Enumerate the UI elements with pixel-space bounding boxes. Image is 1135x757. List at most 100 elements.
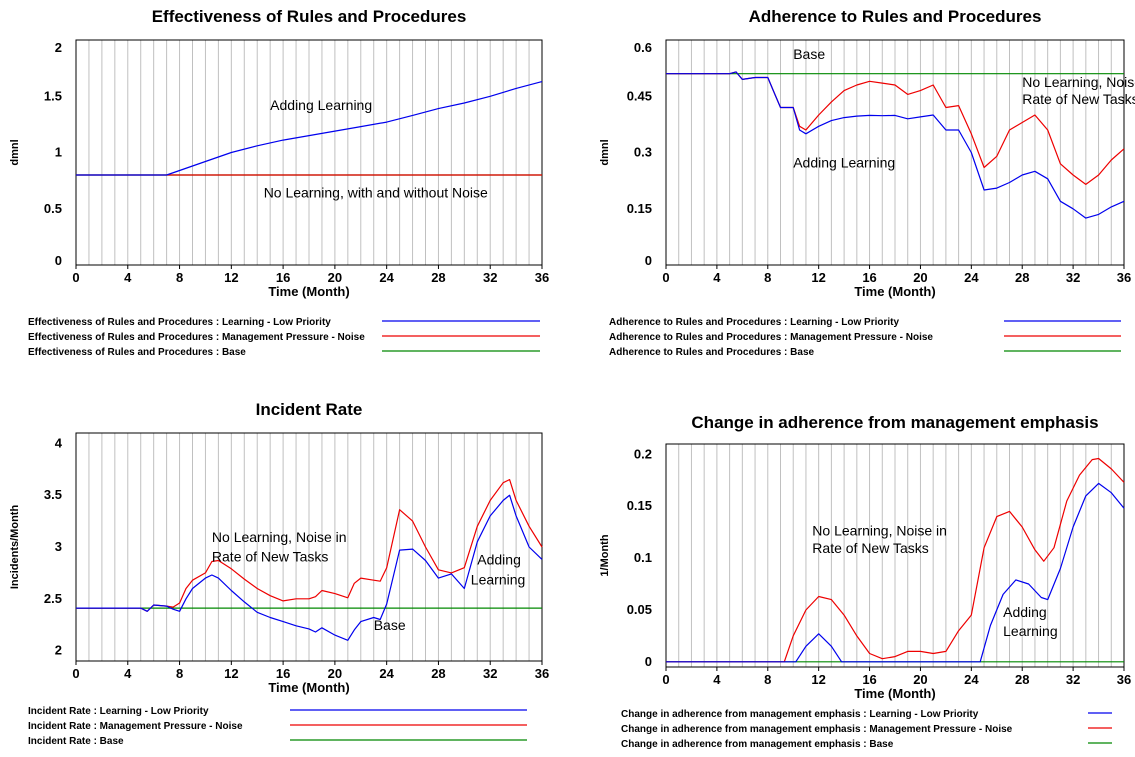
- x-tick-label: 8: [764, 270, 771, 285]
- annotation-label: Adding: [1003, 604, 1047, 620]
- x-tick-label: 24: [379, 270, 394, 285]
- x-tick-label: 28: [1015, 672, 1029, 687]
- y-tick-label: 2.5: [44, 591, 62, 606]
- y-axis-label: Incidents/Month: [9, 505, 21, 590]
- annotation-label: Learning: [1003, 623, 1058, 639]
- annotation-label: Adding Learning: [793, 155, 895, 171]
- series-line-pressure: [76, 479, 543, 612]
- y-tick-label: 0.3: [634, 145, 652, 160]
- x-tick-label: 8: [176, 270, 183, 285]
- y-tick-label: 0: [645, 654, 652, 669]
- series-line-learning: [76, 494, 543, 641]
- annotation-label: Rate of New Tasks: [1022, 91, 1135, 107]
- x-tick-label: 20: [913, 270, 927, 285]
- x-tick-label: 0: [662, 270, 669, 285]
- x-tick-label: 36: [535, 270, 549, 285]
- series-line-learning: [666, 482, 1125, 663]
- x-tick-label: 32: [1066, 270, 1080, 285]
- legend-entry-learning: Incident Rate : Learning - Low Priority: [28, 706, 209, 717]
- plot-frame: [665, 443, 1125, 668]
- y-tick-label: 1.5: [44, 88, 62, 103]
- y-axis-label: dmnl: [9, 139, 21, 165]
- x-tick-label: 16: [862, 270, 876, 285]
- annotation-label: Rate of New Tasks: [212, 549, 328, 565]
- x-tick-label: 32: [483, 270, 497, 285]
- annotation-label: Base: [793, 46, 825, 62]
- x-tick-label: 8: [176, 666, 183, 681]
- y-tick-label: 0.1: [634, 550, 652, 565]
- x-tick-label: 12: [224, 270, 238, 285]
- chart-title: Effectiveness of Rules and Procedures: [152, 7, 467, 26]
- x-tick-label: 16: [276, 270, 290, 285]
- x-tick-label: 4: [713, 270, 721, 285]
- x-tick-label: 20: [328, 270, 342, 285]
- legend-entry-base: Incident Rate : Base: [28, 736, 124, 747]
- legend-entry-pressure: Change in adherence from management emph…: [621, 724, 1013, 735]
- legend-entry-learning: Change in adherence from management emph…: [621, 709, 979, 720]
- x-axis-label: Time (Month): [854, 284, 935, 299]
- chart-title: Change in adherence from management emph…: [691, 413, 1098, 432]
- annotation-label: No Learning, Noise in: [212, 529, 347, 545]
- x-tick-label: 28: [431, 666, 445, 681]
- y-tick-label: 0.2: [634, 446, 652, 461]
- legend-entry-learning: Effectiveness of Rules and Procedures : …: [28, 317, 331, 328]
- y-tick-label: 0.5: [44, 201, 62, 216]
- chart-panel-1: Effectiveness of Rules and Procedures 0 4 8…: [9, 7, 549, 358]
- y-tick-label: 1: [55, 145, 62, 160]
- y-tick-label: 2: [55, 643, 62, 658]
- y-tick-label: 0.15: [627, 201, 652, 216]
- annotation-label: Rate of New Tasks: [812, 540, 928, 556]
- legend-entry-pressure: Incident Rate : Management Pressure - No…: [28, 721, 243, 732]
- legend-entry-base: Change in adherence from management emph…: [621, 739, 894, 750]
- annotation-label: No Learning, with and without Noise: [264, 185, 488, 201]
- x-tick-label: 12: [224, 666, 238, 681]
- plot-frame: [75, 39, 543, 266]
- chart-panel-4: Change in adherence from management emph…: [599, 413, 1131, 750]
- x-tick-label: 0: [662, 672, 669, 687]
- x-tick-label: 12: [811, 270, 825, 285]
- x-tick-label: 24: [379, 666, 394, 681]
- x-tick-label: 28: [431, 270, 445, 285]
- series-line-learning: [666, 71, 1125, 219]
- y-tick-label: 0: [55, 253, 62, 268]
- y-tick-label: 0: [645, 253, 652, 268]
- chart-panel-3: Incident Rate 0 4 8 12 16 20 24 28 32 36 2 2.5 3 3.5 4 T…: [9, 400, 549, 747]
- x-axis-label: Time (Month): [268, 680, 349, 695]
- x-tick-label: 28: [1015, 270, 1029, 285]
- y-tick-label: 3.5: [44, 487, 62, 502]
- annotation-label: No Learning, Noise in: [1022, 74, 1135, 90]
- chart-title: Incident Rate: [256, 400, 363, 419]
- legend-entry-pressure: Effectiveness of Rules and Procedures : …: [28, 332, 365, 343]
- x-tick-label: 20: [328, 666, 342, 681]
- y-tick-label: 0.6: [634, 40, 652, 55]
- legend-entry-pressure: Adherence to Rules and Procedures : Mana…: [609, 332, 933, 343]
- annotation-label: No Learning, Noise in: [812, 522, 947, 538]
- x-tick-label: 36: [535, 666, 549, 681]
- x-tick-label: 32: [483, 666, 497, 681]
- x-tick-label: 0: [72, 270, 79, 285]
- y-tick-label: 0.45: [627, 88, 652, 103]
- x-tick-label: 36: [1117, 672, 1131, 687]
- x-tick-label: 20: [913, 672, 927, 687]
- x-tick-label: 16: [862, 672, 876, 687]
- x-axis-label: Time (Month): [854, 686, 935, 701]
- annotation-label: Adding Learning: [270, 97, 372, 113]
- annotation-label: Base: [374, 617, 406, 633]
- x-tick-label: 8: [764, 672, 771, 687]
- x-tick-label: 36: [1117, 270, 1131, 285]
- y-axis-label: 1/Month: [599, 534, 611, 576]
- x-tick-label: 12: [811, 672, 825, 687]
- y-tick-label: 0.05: [627, 602, 652, 617]
- plot-frame: [665, 39, 1125, 266]
- y-tick-label: 2: [55, 40, 62, 55]
- legend-entry-base: Adherence to Rules and Procedures : Base: [609, 347, 815, 358]
- x-tick-label: 16: [276, 666, 290, 681]
- series-line-pressure: [666, 457, 1125, 663]
- x-axis-label: Time (Month): [268, 284, 349, 299]
- chart-title: Adherence to Rules and Procedures: [749, 7, 1042, 26]
- x-tick-label: 24: [964, 672, 979, 687]
- x-tick-label: 0: [72, 666, 79, 681]
- chart-panel-2: Adherence to Rules and Procedures 0 4 8 12 16…: [599, 7, 1135, 358]
- x-tick-label: 4: [124, 666, 132, 681]
